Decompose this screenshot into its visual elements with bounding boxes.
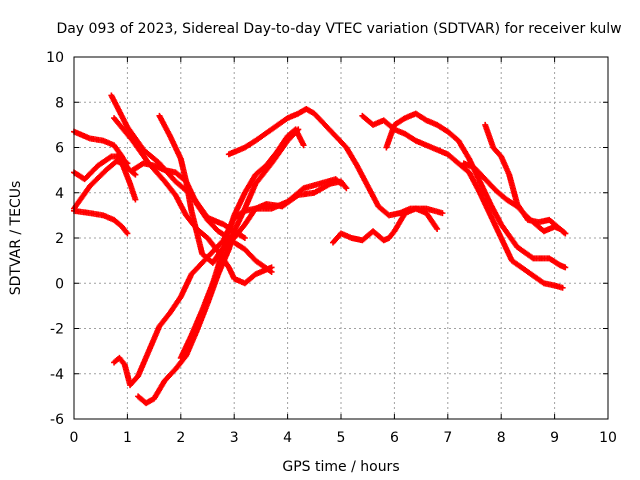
y-tick-label: 2 — [55, 231, 64, 247]
data-point — [124, 160, 131, 167]
data-point — [132, 171, 139, 178]
x-tick-label: 10 — [599, 430, 617, 446]
x-tick-label: 6 — [390, 430, 399, 446]
data-point — [123, 159, 130, 166]
x-tick-label: 2 — [176, 430, 185, 446]
data-point — [562, 230, 569, 237]
grid-lines — [74, 57, 608, 419]
series-arc-k — [177, 126, 307, 361]
data-point — [559, 284, 566, 291]
axis-ticks: 0 1 2 3 4 5 6 7 8 9 10 -6 -4 -2 0 2 4 6 8 10 — [46, 50, 617, 446]
series-arc-m — [329, 205, 441, 246]
series-arc-q — [460, 160, 569, 237]
data-point — [562, 264, 569, 271]
x-tick-label: 5 — [337, 430, 346, 446]
y-axis-title: SDTVAR / TECUs — [8, 181, 24, 296]
y-tick-label: 6 — [55, 141, 64, 157]
x-tick-label: 0 — [70, 430, 79, 446]
data-point — [338, 180, 344, 187]
x-axis-title: GPS time / hours — [282, 459, 399, 475]
y-tick-label: -2 — [50, 322, 64, 338]
y-tick-label: 8 — [55, 95, 64, 111]
y-tick-label: 4 — [55, 186, 64, 202]
chart-title: Day 093 of 2023, Sidereal Day-to-day VTE… — [56, 21, 621, 37]
data-point — [434, 225, 441, 232]
y-tick-label: 0 — [55, 276, 64, 292]
x-tick-label: 7 — [443, 430, 452, 446]
y-tick-label: -6 — [50, 412, 64, 428]
x-tick-label: 9 — [550, 430, 559, 446]
series-arc-o — [383, 110, 569, 271]
x-tick-label: 1 — [123, 430, 132, 446]
y-tick-label: 10 — [46, 50, 64, 66]
series-arc-d — [71, 153, 131, 183]
data-point — [132, 196, 139, 203]
data-point — [343, 185, 350, 192]
series-arc-a — [71, 207, 131, 237]
x-tick-label: 3 — [230, 430, 239, 446]
series-arc-n — [359, 112, 566, 291]
data-point — [300, 142, 307, 149]
series-arc-b — [71, 158, 139, 212]
plot-frame — [73, 56, 609, 420]
x-tick-label: 8 — [497, 430, 506, 446]
series-arc-l — [225, 106, 446, 219]
x-tick-label: 4 — [283, 430, 292, 446]
data-point — [241, 235, 248, 241]
y-tick-label: -4 — [50, 367, 64, 383]
data-point — [439, 210, 446, 217]
data-point — [124, 230, 131, 237]
data-point — [268, 268, 275, 275]
series-arc-i — [111, 176, 344, 389]
data-points — [71, 92, 569, 407]
